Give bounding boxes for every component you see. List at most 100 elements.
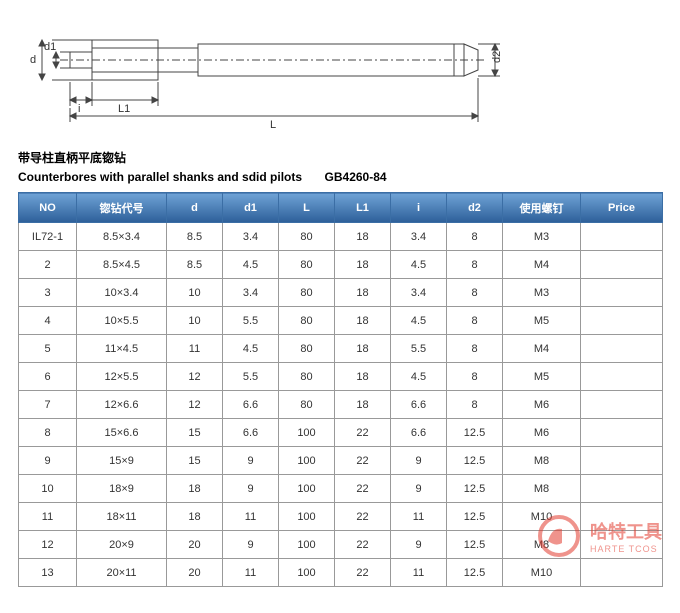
table-cell: 80 <box>279 251 335 279</box>
table-cell: 6.6 <box>223 391 279 419</box>
table-cell: 9 <box>223 447 279 475</box>
table-cell: 7 <box>19 391 77 419</box>
table-cell: 12.5 <box>447 503 503 531</box>
table-header-cell: L1 <box>335 193 391 223</box>
table-cell: 6.6 <box>223 419 279 447</box>
table-cell: 8 <box>447 223 503 251</box>
table-cell: 100 <box>279 531 335 559</box>
table-cell: 9 <box>391 475 447 503</box>
table-row: 1018×918910022912.5M8 <box>19 475 663 503</box>
table-cell <box>581 335 663 363</box>
dim-label-l: L <box>270 119 276 131</box>
table-cell: 6 <box>19 363 77 391</box>
table-cell: M4 <box>503 335 581 363</box>
table-header-cell: 使用螺钉 <box>503 193 581 223</box>
table-cell: 20×9 <box>77 531 167 559</box>
table-cell: 80 <box>279 223 335 251</box>
table-cell: 5.5 <box>223 363 279 391</box>
table-cell: 8 <box>447 279 503 307</box>
table-cell: 15×9 <box>77 447 167 475</box>
table-cell: 12 <box>19 531 77 559</box>
table-cell: 18×11 <box>77 503 167 531</box>
table-cell: 4.5 <box>391 251 447 279</box>
table-row: 1118×111811100221112.5M10 <box>19 503 663 531</box>
table-header-cell: NO <box>19 193 77 223</box>
table-cell: 8 <box>447 307 503 335</box>
table-cell: 9 <box>223 475 279 503</box>
table-cell: 3.4 <box>223 279 279 307</box>
table-cell: 80 <box>279 363 335 391</box>
table-cell: 12×6.6 <box>77 391 167 419</box>
table-header-row: NO锪钻代号dd1LL1id2使用螺钉Price <box>19 193 663 223</box>
table-cell: 8 <box>447 335 503 363</box>
table-cell: 10×5.5 <box>77 307 167 335</box>
table-cell: 8 <box>19 419 77 447</box>
table-row: 815×6.6156.6100226.612.5M6 <box>19 419 663 447</box>
table-cell: 80 <box>279 391 335 419</box>
table-cell: M8 <box>503 447 581 475</box>
table-cell: 2 <box>19 251 77 279</box>
table-cell: 5.5 <box>223 307 279 335</box>
spec-table: NO锪钻代号dd1LL1id2使用螺钉Price IL72-18.5×3.48.… <box>18 192 663 587</box>
table-cell: 100 <box>279 559 335 587</box>
table-cell <box>581 307 663 335</box>
table-row: IL72-18.5×3.48.53.480183.48M3 <box>19 223 663 251</box>
table-header-cell: d1 <box>223 193 279 223</box>
table-cell: 11 <box>167 335 223 363</box>
table-cell: 22 <box>335 447 391 475</box>
table-cell: 12×5.5 <box>77 363 167 391</box>
table-cell: M3 <box>503 223 581 251</box>
table-cell: 22 <box>335 419 391 447</box>
table-cell <box>581 447 663 475</box>
dim-label-d: d <box>30 54 36 66</box>
table-cell: 4.5 <box>223 251 279 279</box>
dim-label-d1: d1 <box>44 41 56 53</box>
table-row: 28.5×4.58.54.580184.58M4 <box>19 251 663 279</box>
table-cell: 10 <box>19 475 77 503</box>
table-cell: 8 <box>447 251 503 279</box>
table-cell: 18 <box>335 307 391 335</box>
table-header-cell: Price <box>581 193 663 223</box>
table-cell: M6 <box>503 419 581 447</box>
table-row: 1220×920910022912.5M8 <box>19 531 663 559</box>
table-cell: 11 <box>391 503 447 531</box>
table-row: 511×4.5114.580185.58M4 <box>19 335 663 363</box>
table-cell: 5.5 <box>391 335 447 363</box>
table-cell: 4.5 <box>223 335 279 363</box>
table-cell: 22 <box>335 559 391 587</box>
table-cell <box>581 419 663 447</box>
table-cell: 18×9 <box>77 475 167 503</box>
table-cell: 13 <box>19 559 77 587</box>
table-row: 712×6.6126.680186.68M6 <box>19 391 663 419</box>
table-header-cell: d2 <box>447 193 503 223</box>
table-cell: 12 <box>167 391 223 419</box>
table-cell: 20×11 <box>77 559 167 587</box>
table-cell: 10 <box>167 307 223 335</box>
table-cell <box>581 391 663 419</box>
table-cell: 15×6.6 <box>77 419 167 447</box>
dim-label-d2: d2 <box>491 51 503 63</box>
table-cell: 6.6 <box>391 391 447 419</box>
table-cell: 18 <box>335 363 391 391</box>
table-cell: M8 <box>503 475 581 503</box>
table-cell: 4.5 <box>391 307 447 335</box>
table-cell: 100 <box>279 447 335 475</box>
table-cell: 100 <box>279 475 335 503</box>
table-cell: 80 <box>279 335 335 363</box>
table-cell <box>581 279 663 307</box>
table-cell <box>581 475 663 503</box>
table-cell: 8.5 <box>167 251 223 279</box>
table-cell: M5 <box>503 307 581 335</box>
table-cell: 20 <box>167 531 223 559</box>
table-cell: 100 <box>279 419 335 447</box>
dim-label-i: i <box>78 103 80 115</box>
table-cell: 12.5 <box>447 475 503 503</box>
table-cell: 8.5 <box>167 223 223 251</box>
technical-diagram: d d1 d2 i L1 L <box>0 0 680 145</box>
table-cell: 5 <box>19 335 77 363</box>
table-header-cell: d <box>167 193 223 223</box>
table-cell: 9 <box>391 447 447 475</box>
table-cell: 20 <box>167 559 223 587</box>
table-cell: 8 <box>447 391 503 419</box>
table-cell: 4.5 <box>391 363 447 391</box>
